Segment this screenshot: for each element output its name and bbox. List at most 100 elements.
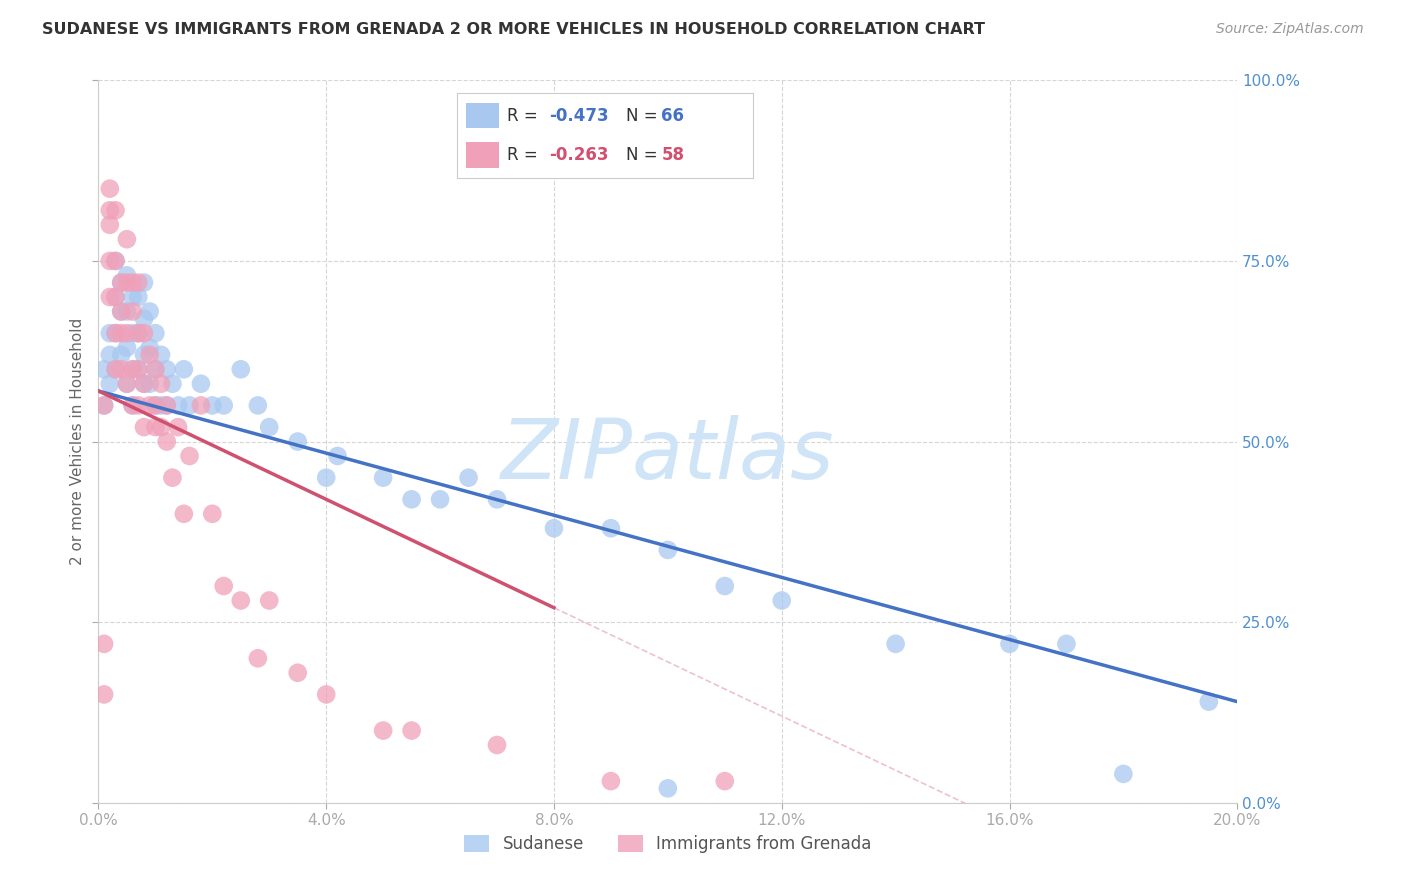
Point [98, 348, 121, 362]
Point [98, 203, 121, 218]
Text: SUDANESE VS IMMIGRANTS FROM GRENADA 2 OR MORE VEHICLES IN HOUSEHOLD CORRELATION : SUDANESE VS IMMIGRANTS FROM GRENADA 2 OR… [42, 22, 986, 37]
Point [132, 276, 155, 290]
Point [1112, 767, 1135, 781]
Point [121, 326, 143, 340]
Point [190, 398, 212, 412]
Point [93, 637, 115, 651]
Point [138, 348, 160, 362]
Point [179, 398, 201, 412]
Point [127, 326, 149, 340]
Point [145, 326, 167, 340]
Point [121, 290, 143, 304]
Point [98, 182, 121, 196]
Point [543, 521, 565, 535]
Point [127, 290, 149, 304]
Point [150, 348, 173, 362]
Point [173, 507, 195, 521]
Point [127, 362, 149, 376]
Point [145, 362, 167, 376]
Y-axis label: 2 or more Vehicles in Household: 2 or more Vehicles in Household [69, 318, 84, 566]
Point [104, 326, 127, 340]
Point [98, 218, 121, 232]
Point [104, 253, 127, 268]
Point [93, 398, 115, 412]
Point [121, 398, 143, 412]
Point [121, 362, 143, 376]
Point [162, 376, 184, 391]
Point [156, 398, 179, 412]
Point [132, 348, 155, 362]
Point [132, 376, 155, 391]
Point [156, 398, 179, 412]
Point [98, 253, 121, 268]
Point [104, 362, 127, 376]
Point [145, 398, 167, 412]
Point [156, 362, 179, 376]
Point [190, 376, 212, 391]
Point [486, 738, 509, 752]
Point [93, 687, 115, 701]
Point [145, 398, 167, 412]
Point [246, 398, 269, 412]
Point [1056, 637, 1078, 651]
Point [201, 507, 224, 521]
Point [104, 290, 127, 304]
Point [259, 420, 281, 434]
Point [127, 362, 149, 376]
Point [104, 253, 127, 268]
Point [150, 420, 173, 434]
Point [429, 492, 451, 507]
Point [93, 362, 115, 376]
Point [115, 232, 138, 246]
Point [229, 593, 252, 607]
Legend: Sudanese, Immigrants from Grenada: Sudanese, Immigrants from Grenada [458, 828, 877, 860]
Text: Source: ZipAtlas.com: Source: ZipAtlas.com [1216, 22, 1364, 37]
Point [884, 637, 907, 651]
Point [373, 470, 395, 484]
Point [110, 362, 132, 376]
Point [115, 341, 138, 355]
Point [401, 723, 423, 738]
Text: ZIPatlas: ZIPatlas [501, 416, 835, 497]
Point [115, 376, 138, 391]
Point [457, 470, 479, 484]
Point [104, 326, 127, 340]
Point [110, 348, 132, 362]
Point [98, 376, 121, 391]
Point [110, 326, 132, 340]
Point [93, 398, 115, 412]
Point [138, 341, 160, 355]
Point [315, 470, 337, 484]
Point [156, 434, 179, 449]
Point [115, 326, 138, 340]
Point [110, 276, 132, 290]
Point [1198, 695, 1220, 709]
Point [115, 268, 138, 283]
Point [138, 376, 160, 391]
Point [600, 774, 623, 789]
Point [138, 304, 160, 318]
Point [121, 398, 143, 412]
Point [259, 593, 281, 607]
Point [229, 362, 252, 376]
Point [127, 398, 149, 412]
Point [600, 521, 623, 535]
Point [98, 290, 121, 304]
Point [326, 449, 349, 463]
Point [145, 362, 167, 376]
Point [121, 362, 143, 376]
Point [287, 434, 309, 449]
Point [162, 470, 184, 484]
Point [115, 304, 138, 318]
Point [132, 376, 155, 391]
Point [150, 376, 173, 391]
Point [104, 290, 127, 304]
Point [246, 651, 269, 665]
Point [201, 398, 224, 412]
Point [115, 276, 138, 290]
Point [315, 687, 337, 701]
Point [212, 579, 235, 593]
Point [145, 420, 167, 434]
Point [179, 449, 201, 463]
Point [121, 304, 143, 318]
